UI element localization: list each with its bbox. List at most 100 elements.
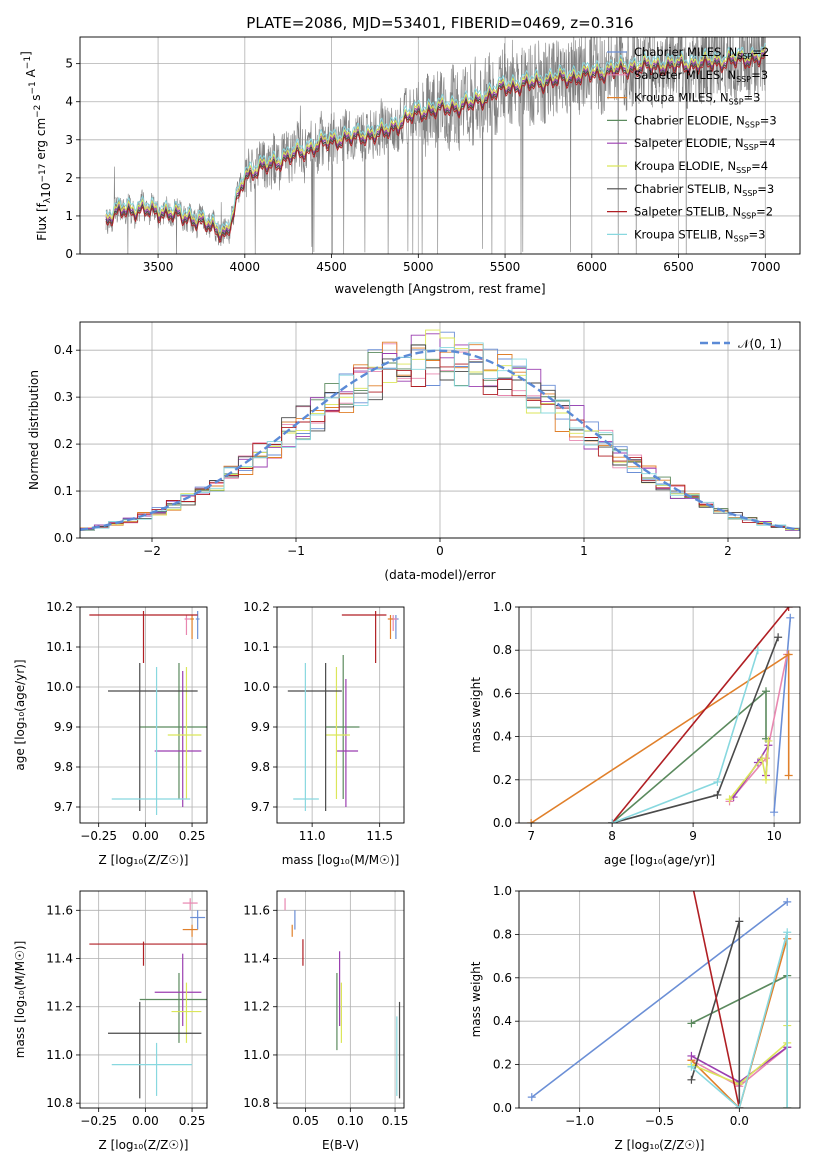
ticks: 7 8 9 10 0.0 0.2 0.4 0.6 0.8 1.0 — [493, 600, 782, 843]
plot-area — [89, 898, 207, 1099]
x-tick-label: 10 — [766, 829, 781, 843]
y-tick-label: 9.8 — [54, 760, 73, 774]
y-tick-label: 0.4 — [493, 730, 512, 744]
weight-marker-kroupa_stelib — [608, 819, 617, 823]
legend-entry-name: Salpeter MILES, N — [634, 68, 736, 82]
grid — [519, 606, 800, 824]
y-tick-label: 9.9 — [251, 720, 270, 734]
x-tick-label: −0.25 — [80, 1114, 117, 1128]
x-axis-label: Z [log₁₀(Z/Z☉)] — [99, 853, 189, 867]
y-tick-label: 1.0 — [493, 600, 512, 614]
axes-frame — [276, 890, 405, 1109]
y-tick-label: 3 — [65, 133, 73, 147]
y-axis-label-part: −1 — [23, 56, 33, 69]
x-tick-label: −1.0 — [565, 1114, 594, 1128]
spectrum-model-line-kroupa_elodie — [105, 46, 766, 237]
x-tick-label: 7000 — [750, 260, 781, 274]
y-tick-label: 10.2 — [46, 600, 73, 614]
legend-entry: Salpeter MILES, NSSP=3 — [634, 68, 768, 84]
weight-line-kroupa_elodie — [728, 740, 770, 800]
spectrum-model-line-salpeter_elodie — [105, 48, 766, 239]
x-tick-label: −0.5 — [645, 1114, 674, 1128]
weight-line-salpeter_stelib — [692, 891, 741, 1108]
y-tick-label: 1 — [65, 209, 73, 223]
legend-entry: Chabrier STELIB, NSSP=3 — [634, 182, 774, 198]
legend-entry-name: Kroupa MILES, N — [634, 91, 729, 105]
weight-line-kroupa_stelib — [690, 931, 789, 1108]
plot-area — [105, 37, 766, 254]
x-axis-label: wavelength [Angstrom, rest frame] — [334, 282, 545, 296]
axes-frame — [79, 321, 801, 539]
weight-marker-kroupa_stelib — [735, 1104, 744, 1108]
y-tick-label: 0.0 — [493, 816, 512, 830]
y-tick-label: 10.1 — [46, 640, 73, 654]
weight-marker-kroupa_stelib — [783, 928, 792, 937]
weight-marker-chabrier_stelib — [687, 1075, 696, 1084]
plot-area — [89, 611, 207, 815]
panel-massweight_vs_age: 7 8 9 10 0.0 0.2 0.4 0.6 0.8 1.0 age [log₁₀(age/yr… — [469, 600, 801, 867]
x-tick-label: 0.15 — [382, 1114, 409, 1128]
grid — [277, 891, 404, 1108]
plot-area — [527, 607, 795, 823]
legend-entry-name: Kroupa ELODIE, N — [634, 159, 736, 173]
x-axis-label: Z [log₁₀(Z/Z☉)] — [615, 1138, 705, 1152]
ticks: 0.05 0.10 0.15 10.8 11.0 11.2 11.4 11.6 — [243, 903, 408, 1128]
panel-spectrum: 3500 4000 4500 5000 5500 6000 6500 7000 0 1 2 3 4 5 wa… — [19, 36, 801, 296]
legend-entry-tail: =3 — [744, 91, 761, 105]
y-axis-label: mass weight — [469, 677, 483, 753]
x-tick-label: 5000 — [403, 260, 434, 274]
legend-entry-sub: SSP — [737, 52, 752, 61]
axes-frame — [518, 606, 801, 824]
weight-marker-chabrier_miles — [770, 808, 779, 817]
x-tick-label: 2 — [724, 544, 732, 558]
x-tick-label: 9 — [689, 829, 697, 843]
x-tick-label: −0.25 — [80, 829, 117, 843]
y-tick-label: 2 — [65, 171, 73, 185]
x-tick-label: 0.05 — [292, 1114, 319, 1128]
weight-marker-chabrier_miles — [527, 1093, 536, 1102]
y-tick-label: 0.6 — [493, 971, 512, 985]
y-tick-label: 1.0 — [493, 884, 512, 898]
spectrum-data-line — [105, 37, 766, 254]
legend-entry-sub: SSP — [744, 143, 759, 152]
y-tick-label: 9.8 — [251, 760, 270, 774]
x-axis-label: mass [log₁₀(M/M☉)] — [282, 853, 400, 867]
panel-age_vs_mass: 11.0 11.5 9.7 9.8 9.9 10.0 10.1 10.2 mass [log₁₀… — [243, 600, 405, 867]
normal-legend-label: 𝒩(0, 1) — [738, 337, 782, 351]
legend-entry-sub: SSP — [742, 189, 757, 198]
y-tick-label: 11.0 — [46, 1048, 73, 1062]
panel-mass_vs_ebv: 0.05 0.10 0.15 10.8 11.0 11.2 11.4 11.6 E(B-V) — [243, 890, 408, 1152]
ticks: −1.0 −0.5 0.0 0.0 0.2 0.4 0.6 0.8 1.0 — [493, 884, 749, 1128]
weight-line-salpeter_miles — [728, 654, 788, 802]
panel-age_vs_Z: −0.25 0.00 0.25 9.7 9.8 9.9 10.0 10.1 10.2 Z [log… — [13, 600, 208, 867]
legend-entry-tail: =3 — [757, 182, 774, 196]
y-axis-label: Normed distribution — [27, 370, 41, 490]
y-tick-label: 11.4 — [46, 952, 73, 966]
plot-area — [80, 329, 800, 538]
legend-entry: Kroupa STELIB, NSSP=3 — [634, 227, 765, 243]
x-tick-label: 6500 — [663, 260, 694, 274]
x-tick-label: 0.25 — [179, 829, 206, 843]
legend-entry-sub: SSP — [729, 98, 744, 107]
axes-frame — [518, 890, 801, 1109]
x-tick-label: 7 — [527, 829, 535, 843]
y-tick-label: 10.8 — [46, 1096, 73, 1110]
x-tick-label: 11.0 — [299, 829, 326, 843]
x-tick-label: 0.10 — [337, 1114, 364, 1128]
weight-marker-chabrier_miles — [783, 897, 792, 906]
y-tick-label: 0.2 — [54, 437, 73, 451]
y-axis-label: Flux [fλ10−17 erg cm−2 s−1 A−1] — [19, 51, 53, 241]
weight-marker-kroupa_miles — [784, 650, 793, 659]
ticks: −0.25 0.00 0.25 9.7 9.8 9.9 10.0 10.1 10.2 — [46, 600, 205, 843]
y-axis-label: mass weight — [469, 961, 483, 1037]
weight-marker-chabrier_elodie — [761, 687, 770, 696]
legend-entry-tail: =3 — [751, 68, 768, 82]
weight-line-salpeter_stelib — [611, 607, 790, 823]
legend-entry-tail: =3 — [760, 113, 777, 127]
x-tick-label: 3500 — [143, 260, 174, 274]
y-axis-label: age [log₁₀(age/yr)] — [13, 659, 27, 770]
panel-mass_vs_Z: −0.25 0.00 0.25 10.8 11.0 11.2 11.4 11.6 Z [log₁… — [13, 890, 208, 1152]
y-tick-label: 11.6 — [243, 903, 270, 917]
y-tick-label: 0.1 — [54, 484, 73, 498]
x-axis-label: Z [log₁₀(Z/Z☉)] — [99, 1138, 189, 1152]
